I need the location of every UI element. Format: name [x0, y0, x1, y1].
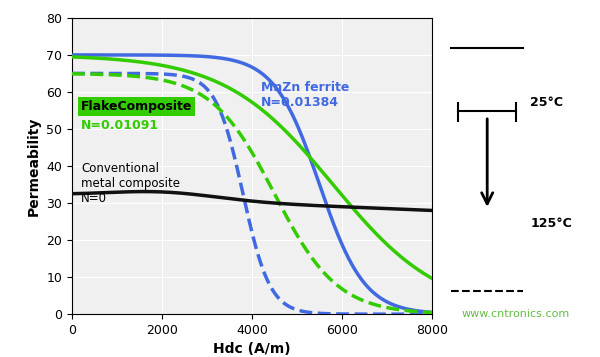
- Text: MnZn ferrite
N=0.01384: MnZn ferrite N=0.01384: [261, 81, 349, 109]
- Text: 25°C: 25°C: [530, 96, 563, 109]
- Text: 125°C: 125°C: [530, 217, 572, 230]
- Text: www.cntronics.com: www.cntronics.com: [462, 309, 570, 319]
- Text: N=0.01091: N=0.01091: [81, 119, 159, 132]
- Text: FlakeComposite: FlakeComposite: [81, 100, 193, 113]
- X-axis label: Hdc (A/m): Hdc (A/m): [213, 342, 291, 356]
- Text: Conventional
metal composite
N=0: Conventional metal composite N=0: [81, 162, 180, 205]
- Y-axis label: Permeability: Permeability: [27, 116, 41, 216]
